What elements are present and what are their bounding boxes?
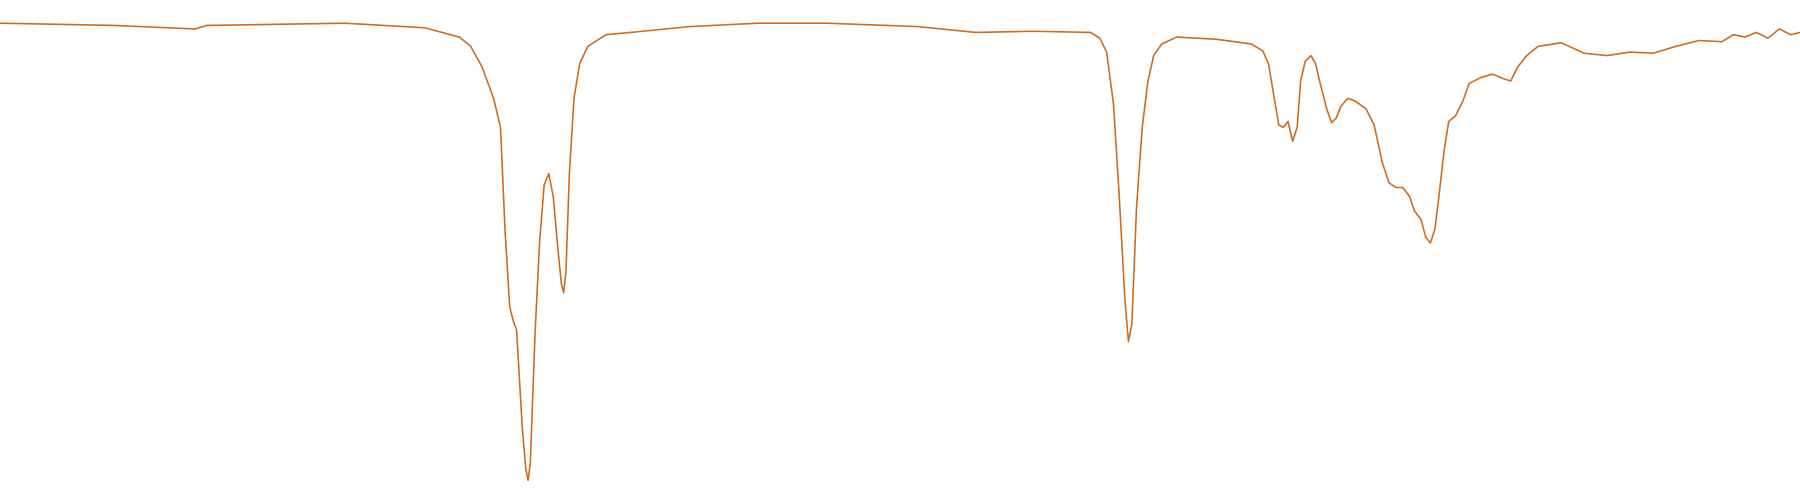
spectrum-line: [0, 22, 1800, 482]
